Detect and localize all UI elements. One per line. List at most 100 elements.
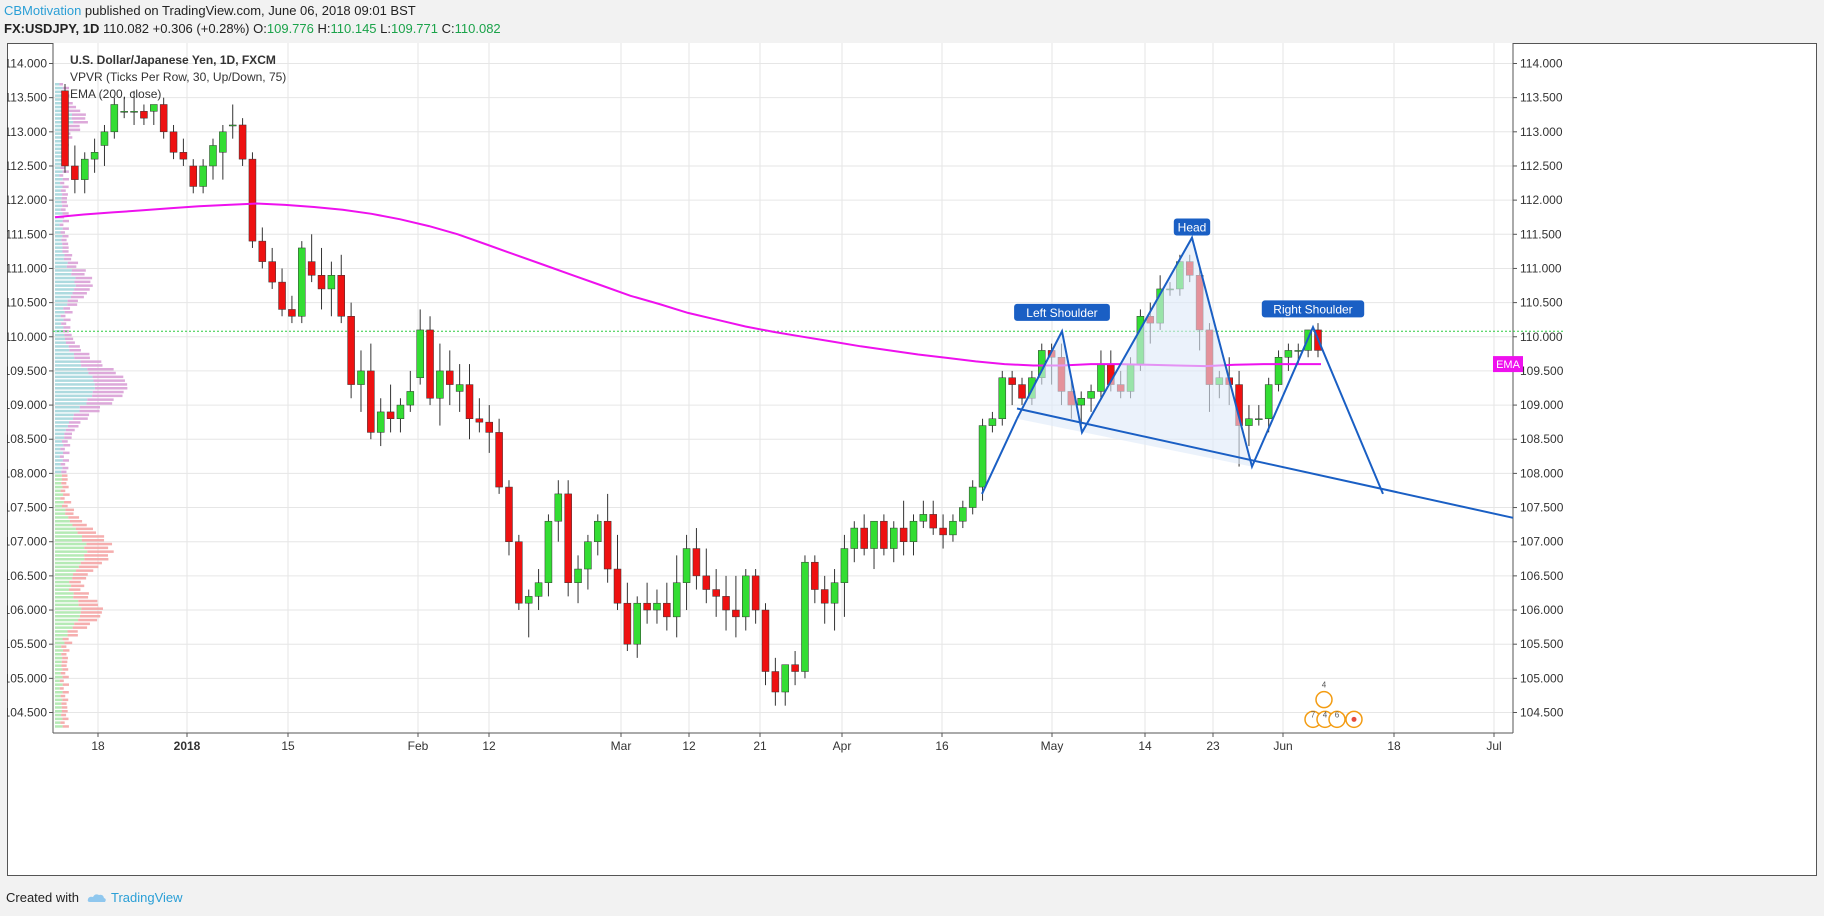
vpvr-up-bar [55,561,81,565]
legend-title: U.S. Dollar/Japanese Yen, 1D, FXCM [70,53,276,67]
vpvr-down-bar [59,687,64,690]
vpvr-up-bar [55,539,82,542]
vpvr-down-bar [64,436,72,439]
candle-body [396,404,405,419]
vpvr-up-bar [55,482,62,485]
vpvr-up-bar [55,200,62,204]
candle-body [248,158,257,242]
vpvr-down-bar [73,352,90,356]
vpvr-up-bar [55,402,87,405]
candle-body [929,514,937,529]
vpvr-up-bar [55,83,60,86]
vpvr-up-bar [55,611,81,614]
vpvr-up-bar [55,660,62,664]
y-tick-label-left: 108.000 [7,466,47,480]
vpvr-down-bar [68,588,81,591]
y-tick-label-right: 106.500 [1520,569,1564,583]
candle-body [584,541,592,570]
vpvr-down-bar [80,561,102,565]
vpvr-down-bar [63,257,72,261]
vpvr-down-bar [62,637,69,641]
vpvr-up-bar [55,675,63,679]
vpvr-up-bar [55,174,60,177]
right-shoulder-label: Right Shoulder [1273,302,1352,316]
vpvr-down-bar [69,580,81,584]
head-label-box [1173,218,1211,236]
vpvr-down-bar [74,356,90,360]
candle-body [327,275,336,290]
legend-vpvr[interactable]: VPVR (Ticks Per Row, 30, Up/Down, 75) [70,70,287,84]
candle-body [1087,391,1095,399]
vpvr-down-bar [60,208,66,211]
vpvr-up-bar [55,276,76,280]
candle-body [633,602,641,645]
vpvr-down-bar [92,394,123,398]
price-chart[interactable]: 114.000 114.000 113.500 113.500 113.000 113.0… [7,43,1817,876]
vpvr-up-bar [55,637,63,641]
vpvr-down-bar [60,497,65,500]
y-tick-label-left: 111.500 [7,227,47,241]
vpvr-up-bar [55,451,63,455]
y-tick-label-left: 114.000 [7,56,47,70]
vpvr-down-bar [94,387,128,390]
vpvr-down-bar [92,375,124,379]
vpvr-down-bar [92,390,124,394]
x-tick-label: 2018 [174,739,201,753]
vpvr-up-bar [55,219,63,223]
vpvr-up-bar [55,204,63,208]
pattern-fill [1017,237,1252,467]
vpvr-up-bar [55,455,60,458]
vpvr-down-bar [86,402,113,405]
candle-body [909,520,918,542]
vpvr-up-bar [55,725,63,728]
vpvr-up-bar [55,307,64,310]
y-tick-label-left: 112.500 [7,159,47,173]
vpvr-down-bar [68,109,81,113]
vpvr-up-bar [55,178,63,181]
vpvr-down-bar [87,398,114,401]
vpvr-up-bar [55,235,63,238]
vpvr-down-bar [62,193,68,196]
vpvr-down-bar [78,603,98,607]
vpvr-down-bar [62,451,70,455]
vpvr-down-bar [62,246,69,249]
vpvr-down-bar [64,432,73,436]
y-tick-label-right: 110.000 [1520,330,1563,344]
tradingview-link[interactable]: TradingView [87,890,183,905]
vpvr-up-bar [55,569,77,572]
vpvr-down-bar [64,337,74,341]
vpvr-down-bar [84,546,109,550]
vpvr-down-bar [59,455,64,458]
vpvr-up-bar [55,577,73,580]
candle-body [613,568,622,604]
candle-body [732,609,740,618]
vpvr-down-bar [79,409,100,413]
vpvr-down-bar [73,413,90,417]
vpvr-down-bar [61,504,68,508]
vpvr-up-bar [55,645,62,648]
candle-body [278,281,286,310]
vpvr-down-bar [73,121,88,124]
candle-body [623,602,632,645]
vpvr-up-bar [55,375,93,379]
legend-ema[interactable]: EMA (200, close) [70,87,162,101]
vpvr-down-bar [61,664,67,667]
vpvr-up-bar [55,413,74,417]
author-link[interactable]: CBMotivation [4,3,82,18]
vpvr-up-bar [55,292,73,295]
candle-body [1097,363,1105,392]
vpvr-up-bar [55,542,87,546]
tradingview-cloud-icon [87,893,106,902]
vpvr-down-bar [68,345,80,348]
vpvr-down-bar [79,406,101,409]
vpvr-up-bar [55,447,61,451]
vpvr-up-bar [55,474,62,477]
candle-body [524,596,533,604]
candle-body [594,520,602,542]
candle-body [475,418,484,423]
vpvr-up-bar [55,242,63,246]
vpvr-down-bar [61,200,67,204]
candle-body [485,421,493,433]
y-tick-label-right: 107.000 [1520,535,1564,549]
vpvr-up-bar [55,368,88,371]
